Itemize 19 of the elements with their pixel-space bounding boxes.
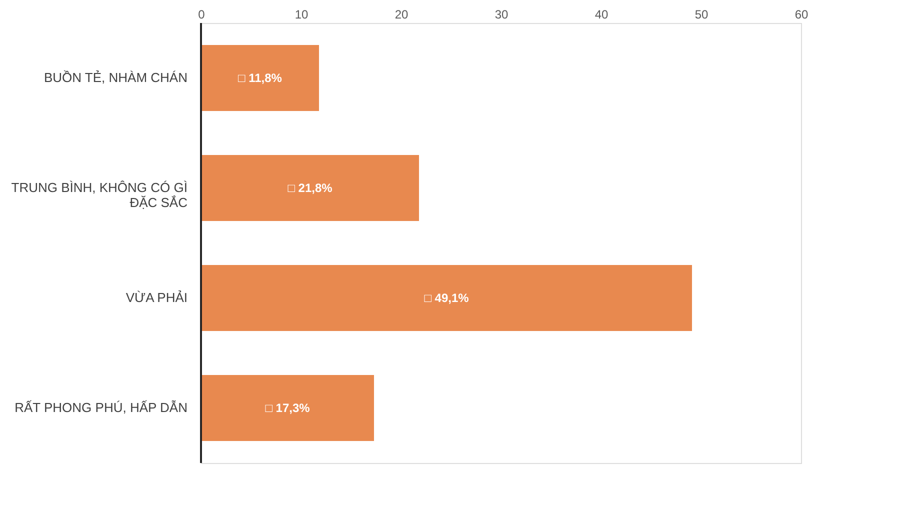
y-tick-label: RẤT PHONG PHÚ, HẤP DẪN: [14, 400, 188, 415]
data-label: □ 11,8%: [238, 71, 282, 85]
y-tick-label: TRUNG BÌNH, KHÔNG CÓ GÌ ĐẶC SẮC: [11, 180, 188, 210]
x-tick-label: 20: [394, 8, 408, 22]
bar: [201, 265, 692, 331]
y-tick-label: BUỒN TẺ, NHÀM CHÁN: [44, 70, 188, 85]
x-tick-label: 0: [198, 8, 206, 22]
x-tick-label: 60: [794, 8, 808, 22]
bar: [201, 375, 374, 441]
x-tick-label: 40: [594, 8, 608, 22]
bar: [201, 155, 419, 221]
data-label: □ 21,8%: [288, 181, 333, 195]
x-tick-label: 10: [294, 8, 308, 22]
x-tick-label: 30: [494, 8, 508, 22]
data-label: □ 49,1%: [424, 291, 470, 305]
bar: [201, 45, 319, 111]
data-label: □ 17,3%: [265, 401, 310, 415]
x-tick-label: 50: [694, 8, 708, 22]
y-tick-label: VỪA PHẢI: [126, 290, 188, 305]
